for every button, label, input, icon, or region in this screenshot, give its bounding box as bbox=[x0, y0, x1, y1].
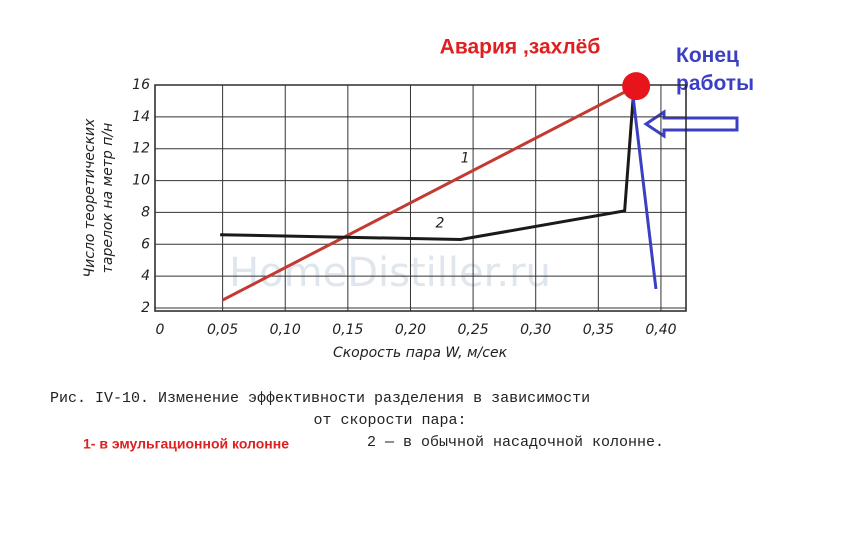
crash-marker bbox=[622, 72, 651, 101]
x-tick-label: 0,05 bbox=[207, 322, 238, 338]
series-label: 2 bbox=[436, 216, 445, 232]
caption-item: 1- в эмульгационной колонне bbox=[83, 436, 289, 452]
y-tick-label: 6 bbox=[141, 236, 150, 252]
caption: от скорости пара: bbox=[313, 412, 466, 429]
y-tick-label: 8 bbox=[141, 204, 150, 220]
y-tick-label: 12 bbox=[132, 141, 150, 157]
series-label: 1 bbox=[461, 150, 470, 166]
crash-annotation: Авария ,захлёб bbox=[440, 36, 601, 59]
caption-item: 2 — в обычной насадочной колонне. bbox=[367, 434, 664, 451]
y-tick-label: 16 bbox=[132, 77, 150, 93]
end-annotation: Конец работы bbox=[676, 44, 755, 95]
y-axis-label: тарелок на метр п/н bbox=[100, 123, 116, 274]
x-tick-label: 0,30 bbox=[520, 322, 551, 338]
series-line bbox=[631, 99, 658, 290]
x-tick-label: 0,15 bbox=[332, 322, 363, 338]
x-axis-label: Скорость пара W, м/сек bbox=[333, 345, 508, 361]
y-tick-label: 14 bbox=[132, 109, 150, 125]
y-tick-label: 2 bbox=[141, 300, 150, 316]
x-tick-label: 0,25 bbox=[458, 322, 489, 338]
end-annotation-box: Конец работы bbox=[676, 44, 755, 95]
caption: Рис. IV-10. Изменение эффективности разд… bbox=[50, 390, 590, 407]
watermark: HomeDistiller.ru bbox=[229, 250, 551, 296]
x-tick-label: 0,40 bbox=[645, 322, 676, 338]
x-tick-label: 0 bbox=[156, 322, 165, 338]
x-tick-label: 0,20 bbox=[395, 322, 426, 338]
series-line bbox=[220, 94, 635, 242]
x-tick-label: 0,10 bbox=[270, 322, 301, 338]
arrow bbox=[643, 109, 739, 139]
y-tick-label: 10 bbox=[132, 173, 150, 189]
y-axis-label: Число теоретических bbox=[82, 118, 98, 278]
y-tick-label: 4 bbox=[141, 268, 150, 284]
x-tick-label: 0,35 bbox=[583, 322, 614, 338]
series-line bbox=[221, 86, 633, 302]
